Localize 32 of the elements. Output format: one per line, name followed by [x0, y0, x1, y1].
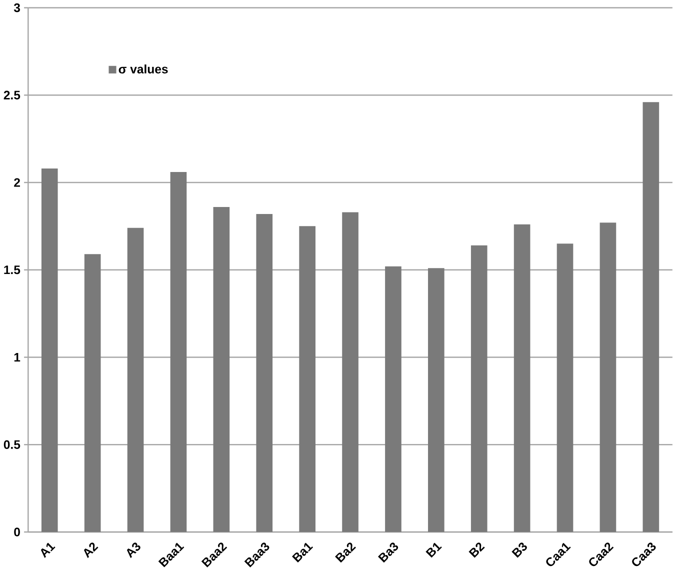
bar	[127, 228, 144, 532]
x-tick-label: A1	[40, 542, 56, 558]
y-tick-label: 3	[14, 3, 20, 12]
x-tick-label: Ba1	[292, 542, 314, 563]
y-tick-label: 0	[14, 528, 20, 536]
bar	[600, 222, 616, 532]
y-tick-label: 2.5	[4, 90, 20, 100]
x-tick-label: B1	[426, 542, 442, 558]
x-tick-label: Ba2	[335, 542, 356, 563]
bar	[256, 214, 273, 532]
bar	[84, 254, 101, 532]
x-tick-label: B2	[468, 542, 485, 558]
bar	[170, 172, 187, 532]
y-tick-label: 0.5	[4, 440, 20, 450]
x-tick-label: A3	[126, 542, 140, 558]
bar	[642, 102, 660, 532]
y-tick-label: 1	[14, 353, 20, 362]
x-tick-label: Ba3	[378, 542, 398, 563]
bar	[299, 226, 316, 532]
bar	[514, 224, 530, 532]
y-tick-label: 1.5	[4, 266, 20, 274]
x-tick-label: B3	[512, 542, 527, 558]
bar	[213, 207, 230, 532]
bar	[385, 266, 402, 532]
bar	[428, 268, 444, 532]
x-tick-label: A2	[84, 542, 98, 558]
bar	[342, 212, 358, 532]
bar	[41, 168, 58, 532]
y-tick-label: 2	[14, 178, 20, 187]
legend-label: σ values	[118, 64, 168, 74]
bar	[556, 244, 574, 532]
bar	[470, 245, 488, 532]
